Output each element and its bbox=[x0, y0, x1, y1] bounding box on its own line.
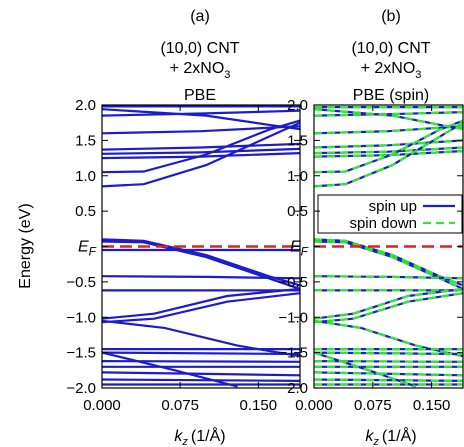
band-line bbox=[101, 351, 238, 388]
panel-a-y-ticks: 2.0 1.5 1.0 0.5 EF −0.5 −1.0 −1.5 −2.0 bbox=[66, 97, 300, 397]
band-line-spin-down bbox=[313, 378, 464, 382]
x-tick-label: 0.150 bbox=[413, 397, 451, 414]
panel-b-legend: spin up spin down bbox=[317, 194, 463, 234]
panel-a-title-line2: + 2xNO3 bbox=[170, 60, 231, 81]
legend-label-spin-up: spin up bbox=[369, 198, 417, 215]
y-tick-label: 1.0 bbox=[287, 168, 308, 185]
panel-b-plot: spin up spin down 2.0 1.5 1.0 0.5 EF −0.5 −1.0… bbox=[278, 97, 464, 414]
band-line-spin-up bbox=[313, 319, 464, 358]
band-line bbox=[101, 378, 301, 382]
x-tick-label: 0.000 bbox=[83, 397, 121, 414]
band-line bbox=[101, 275, 301, 280]
band-line bbox=[101, 142, 301, 151]
band-line bbox=[101, 371, 301, 377]
panel-b-title-line1: (10,0) CNT bbox=[351, 40, 430, 57]
band-line bbox=[101, 292, 301, 324]
y-tick-label: EF bbox=[78, 239, 97, 259]
band-line bbox=[101, 319, 301, 358]
band-line bbox=[101, 238, 301, 287]
band-line-spin-down bbox=[313, 240, 464, 290]
band-line-spin-down bbox=[313, 119, 464, 174]
legend-label-spin-down: spin down bbox=[349, 215, 417, 232]
band-line-spin-down bbox=[313, 351, 417, 388]
band-line-spin-down bbox=[313, 292, 464, 324]
panel-b-y-ticks: 2.0 1.5 1.0 0.5 EF −0.5 −1.0 −1.5 −2.0 bbox=[278, 97, 463, 397]
legend-box bbox=[317, 194, 463, 234]
band-line-spin-down bbox=[313, 351, 464, 356]
panel-a-title-line3: PBE bbox=[184, 87, 216, 104]
y-tick-label: −1.0 bbox=[278, 309, 308, 326]
y-tick-label: 1.5 bbox=[287, 132, 308, 149]
x-tick-label: 0.000 bbox=[295, 397, 333, 414]
band-line bbox=[101, 287, 301, 320]
band-line bbox=[101, 125, 301, 135]
band-line bbox=[101, 109, 301, 117]
band-line bbox=[101, 108, 301, 131]
panel-a-x-axis-label: kz (1/Å) bbox=[174, 426, 225, 447]
band-line-spin-down bbox=[313, 287, 464, 320]
x-tick-label: 0.075 bbox=[354, 397, 392, 414]
panel-b-label: (b) bbox=[381, 8, 401, 25]
band-line bbox=[101, 351, 301, 356]
y-tick-label: EF bbox=[290, 239, 309, 259]
x-tick-label: 0.075 bbox=[161, 397, 199, 414]
panel-b-bands bbox=[313, 106, 464, 388]
band-line-spin-up bbox=[313, 371, 464, 377]
band-line bbox=[101, 147, 301, 155]
band-line-spin-up bbox=[313, 287, 464, 320]
y-tick-label: 0.5 bbox=[287, 203, 308, 220]
y-tick-label: −1.5 bbox=[66, 345, 96, 362]
band-line-spin-down bbox=[313, 125, 464, 135]
band-line-spin-up bbox=[313, 240, 464, 290]
band-line-spin-down bbox=[313, 238, 464, 287]
band-line-spin-up bbox=[313, 360, 464, 363]
y-tick-label: 0.5 bbox=[75, 203, 96, 220]
y-tick-label: −0.5 bbox=[66, 274, 96, 291]
panel-b-title-line3: PBE (spin) bbox=[353, 87, 429, 104]
band-line-spin-up bbox=[313, 351, 464, 356]
band-line-spin-up bbox=[313, 292, 464, 324]
y-axis-label: Energy (eV) bbox=[17, 203, 34, 288]
band-line-spin-down bbox=[313, 108, 464, 131]
band-line-spin-down bbox=[313, 139, 464, 149]
band-line-spin-down bbox=[313, 360, 464, 363]
y-tick-label: −1.5 bbox=[278, 345, 308, 362]
panel-a-plot: 2.0 1.5 1.0 0.5 EF −0.5 −1.0 −1.5 −2.0 0.000 0.07… bbox=[66, 97, 301, 414]
band-line-spin-down bbox=[313, 111, 464, 117]
band-line-spin-down bbox=[313, 149, 464, 158]
band-line bbox=[101, 360, 301, 363]
band-line-spin-up bbox=[313, 378, 464, 382]
y-tick-label: −0.5 bbox=[278, 274, 308, 291]
x-tick-label: 0.150 bbox=[240, 397, 278, 414]
y-tick-label: 1.5 bbox=[75, 132, 96, 149]
y-tick-label: 2.0 bbox=[287, 97, 308, 114]
panel-b-title-line2: + 2xNO3 bbox=[361, 60, 422, 81]
panel-a-x-ticks: 0.000 0.075 0.150 bbox=[83, 105, 277, 414]
band-line-spin-down bbox=[313, 371, 464, 377]
panel-a-title-line1: (10,0) CNT bbox=[160, 40, 239, 57]
panel-a-bands bbox=[101, 105, 301, 388]
band-line-spin-down bbox=[313, 146, 464, 155]
band-line-spin-up bbox=[313, 139, 464, 149]
y-tick-label: 1.0 bbox=[75, 168, 96, 185]
y-tick-label: −2.0 bbox=[278, 380, 308, 397]
panel-a-label: (a) bbox=[190, 8, 210, 25]
band-line-spin-down bbox=[313, 121, 464, 188]
y-tick-label: −2.0 bbox=[66, 380, 96, 397]
panel-b-x-axis-label: kz (1/Å) bbox=[365, 426, 416, 447]
band-line-spin-down bbox=[313, 275, 464, 280]
band-line-spin-down bbox=[313, 319, 464, 358]
panel-b-x-ticks: 0.000 0.075 0.150 bbox=[295, 105, 450, 414]
y-tick-label: 2.0 bbox=[75, 97, 96, 114]
y-tick-label: −1.0 bbox=[66, 309, 96, 326]
band-line bbox=[101, 240, 301, 290]
band-line bbox=[101, 121, 301, 188]
